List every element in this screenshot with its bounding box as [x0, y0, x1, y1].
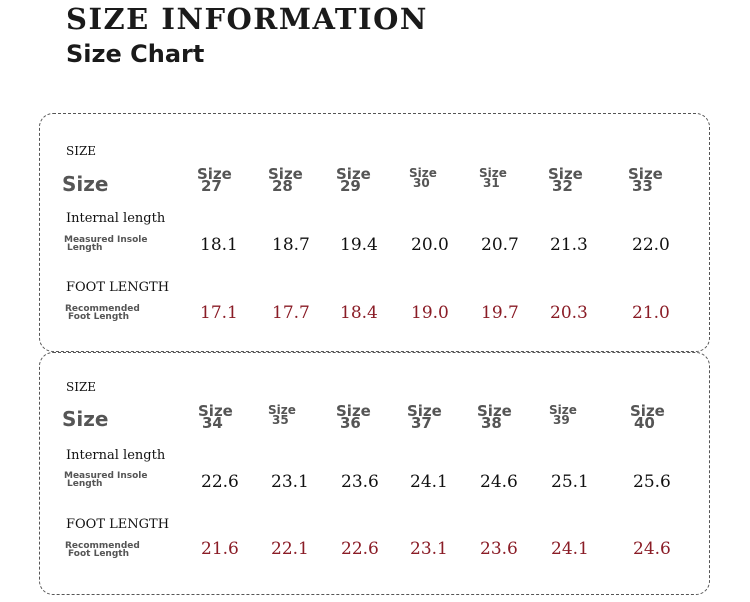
recommended-foot-label-line2: Foot Length — [68, 312, 129, 322]
foot-length-value: 18.4 — [340, 303, 378, 323]
size-table-panel-1 — [39, 113, 710, 352]
page-subtitle: Size Chart — [66, 40, 205, 68]
measured-insole-label-line2: Length — [67, 479, 103, 489]
size-header: Size 39 — [549, 404, 577, 426]
size-word: Size — [479, 166, 507, 180]
internal-length-label: Internal length — [66, 211, 166, 226]
size-header: Size 30 — [409, 167, 437, 189]
size-word: Size — [549, 403, 577, 417]
foot-length-value: 22.1 — [271, 539, 309, 559]
size-header: Size 28 — [268, 167, 303, 194]
measured-insole-label-line2: Length — [67, 243, 103, 253]
foot-length-value: 17.7 — [272, 303, 310, 323]
foot-length-value: 20.3 — [550, 303, 588, 323]
size-header: Size 34 — [198, 404, 233, 431]
size-number: 40 — [634, 414, 655, 432]
size-table-panel-2 — [39, 352, 710, 595]
measured-insole-label: Measured Insole — [64, 235, 148, 245]
size-header: Size 40 — [630, 404, 665, 431]
size-number: 33 — [632, 177, 653, 195]
recommended-foot-label: Recommended — [65, 541, 140, 551]
size-number: 37 — [411, 414, 432, 432]
internal-length-value: 24.1 — [410, 472, 448, 492]
internal-length-value: 25.6 — [633, 472, 671, 492]
recommended-foot-label: Recommended — [65, 304, 140, 314]
internal-length-value: 20.7 — [481, 235, 519, 255]
foot-length-value: 23.1 — [410, 539, 448, 559]
size-word: Size — [477, 402, 512, 420]
foot-length-value: 23.6 — [480, 539, 518, 559]
foot-length-value: 21.6 — [201, 539, 239, 559]
foot-length-label: FOOT LENGTH — [66, 517, 170, 532]
internal-length-value: 20.0 — [411, 235, 449, 255]
measured-insole-label: Measured Insole — [64, 471, 148, 481]
internal-length-value: 25.1 — [551, 472, 589, 492]
internal-length-value: 23.6 — [341, 472, 379, 492]
foot-length-value: 17.1 — [200, 303, 238, 323]
size-number: 38 — [481, 414, 502, 432]
size-label-small: SIZE — [66, 144, 97, 158]
internal-length-value: 24.6 — [480, 472, 518, 492]
size-label-big: Size — [62, 407, 109, 431]
size-header: Size 29 — [336, 167, 371, 194]
size-word: Size — [628, 165, 663, 183]
size-label-small: SIZE — [66, 380, 97, 394]
foot-length-label: FOOT LENGTH — [66, 280, 170, 295]
size-number: 28 — [272, 177, 293, 195]
foot-length-value: 21.0 — [632, 303, 670, 323]
internal-length-value: 18.7 — [272, 235, 310, 255]
foot-length-value: 24.6 — [633, 539, 671, 559]
recommended-foot-label-line2: Foot Length — [68, 549, 129, 559]
internal-length-value: 18.1 — [200, 235, 238, 255]
size-word: Size — [198, 402, 233, 420]
internal-length-value: 22.6 — [201, 472, 239, 492]
size-header: Size 31 — [479, 167, 507, 189]
size-word: Size — [630, 402, 665, 420]
size-word: Size — [336, 165, 371, 183]
size-header: Size 35 — [268, 404, 296, 426]
internal-length-value: 23.1 — [271, 472, 309, 492]
foot-length-value: 22.6 — [341, 539, 379, 559]
size-word: Size — [197, 165, 232, 183]
size-word: Size — [548, 165, 583, 183]
size-number: 27 — [201, 177, 222, 195]
size-number: 36 — [340, 414, 361, 432]
size-number: 32 — [552, 177, 573, 195]
size-word: Size — [268, 403, 296, 417]
size-word: Size — [409, 166, 437, 180]
size-number: 30 — [413, 176, 430, 190]
page-title: SIZE INFORMATION — [66, 2, 428, 36]
size-header: Size 33 — [628, 167, 663, 194]
internal-length-value: 22.0 — [632, 235, 670, 255]
foot-length-value: 19.7 — [481, 303, 519, 323]
size-header: Size 36 — [336, 404, 371, 431]
size-word: Size — [336, 402, 371, 420]
size-number: 39 — [553, 413, 570, 427]
size-number: 31 — [483, 176, 500, 190]
foot-length-value: 19.0 — [411, 303, 449, 323]
size-label-big: Size — [62, 172, 109, 196]
size-header: Size 32 — [548, 167, 583, 194]
internal-length-value: 19.4 — [340, 235, 378, 255]
size-number: 34 — [202, 414, 223, 432]
foot-length-value: 24.1 — [551, 539, 589, 559]
internal-length-label: Internal length — [66, 448, 166, 463]
size-header: Size 37 — [407, 404, 442, 431]
size-word: Size — [268, 165, 303, 183]
internal-length-value: 21.3 — [550, 235, 588, 255]
size-header: Size 38 — [477, 404, 512, 431]
size-word: Size — [407, 402, 442, 420]
size-number: 35 — [272, 413, 289, 427]
size-number: 29 — [340, 177, 361, 195]
size-header: Size 27 — [197, 167, 232, 194]
